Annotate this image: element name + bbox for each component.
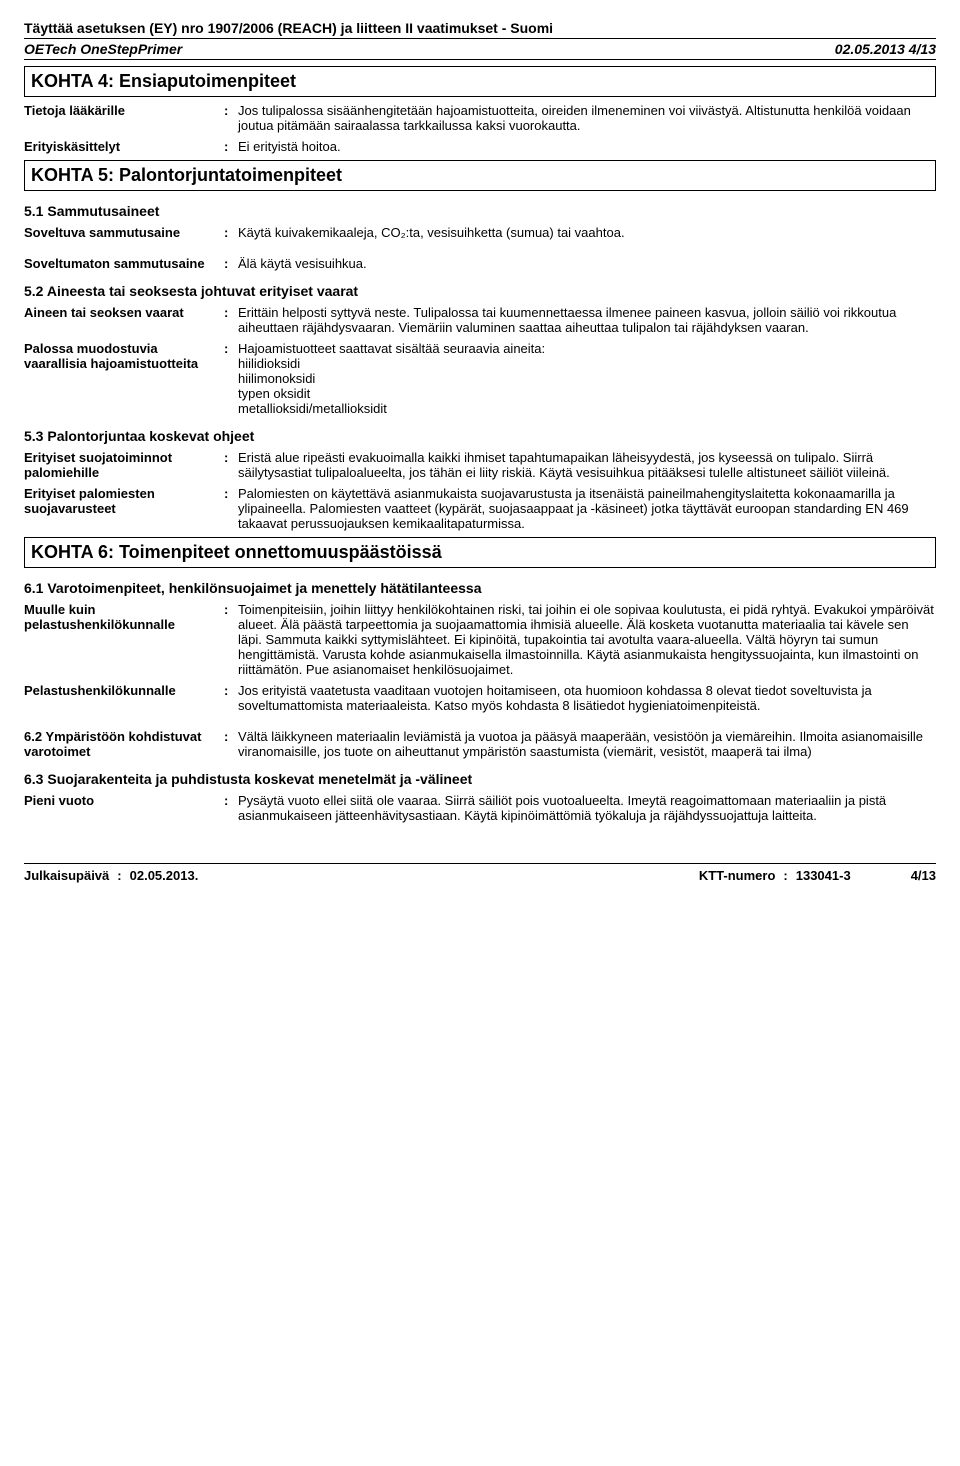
- s63-value-0: Pysäytä vuoto ellei siitä ole vaaraa. Si…: [238, 793, 936, 823]
- s53-value-0: Eristä alue ripeästi evakuoimalla kaikki…: [238, 450, 936, 480]
- sub63: 6.3 Suojarakenteita ja puhdistusta koske…: [24, 771, 936, 787]
- sub53: 5.3 Palontorjuntaa koskevat ohjeet: [24, 428, 936, 444]
- section6-title: KOHTA 6: Toimenpiteet onnettomuuspäästöi…: [24, 537, 936, 568]
- colon: :: [117, 868, 121, 883]
- footer-ktt-label: KTT-numero: [699, 868, 776, 883]
- colon: :: [224, 450, 238, 480]
- section4-title: KOHTA 4: Ensiaputoimenpiteet: [24, 66, 936, 97]
- footer-page: 4/13: [911, 868, 936, 883]
- s51-label-0: Soveltuva sammutusaine: [24, 225, 224, 240]
- colon: :: [224, 225, 238, 240]
- s52-value-1: Hajoamistuotteet saattavat sisältää seur…: [238, 341, 936, 416]
- sub62-value: Vältä läikkyneen materiaalin leviämistä …: [238, 729, 936, 759]
- s53-label-0: Erityiset suojatoiminnot palomiehille: [24, 450, 224, 480]
- s61-value-0: Toimenpiteisiin, joihin liittyy henkilök…: [238, 602, 936, 677]
- sub62-label: 6.2 Ympäristöön kohdistuvat varotoimet: [24, 729, 224, 759]
- colon: :: [224, 256, 238, 271]
- s52-label-1: Palossa muodostuvia vaarallisia hajoamis…: [24, 341, 224, 416]
- s4-label-1: Erityiskäsittelyt: [24, 139, 224, 154]
- header-date-page: 02.05.2013 4/13: [835, 41, 936, 57]
- footer-pub-label: Julkaisupäivä: [24, 868, 109, 883]
- s63-label-0: Pieni vuoto: [24, 793, 224, 823]
- s53-label-1: Erityiset palomiesten suojavarusteet: [24, 486, 224, 531]
- colon: :: [224, 729, 238, 759]
- s51-value-1: Älä käytä vesisuihkua.: [238, 256, 936, 271]
- s51-label-1: Soveltumaton sammutusaine: [24, 256, 224, 271]
- s4-label-0: Tietoja lääkärille: [24, 103, 224, 133]
- colon: :: [224, 139, 238, 154]
- sub51: 5.1 Sammutusaineet: [24, 203, 936, 219]
- product-name: OETech OneStepPrimer: [24, 41, 182, 57]
- colon: :: [224, 683, 238, 713]
- footer-ktt-value: 133041-3: [796, 868, 851, 883]
- colon: :: [224, 103, 238, 133]
- s52-value-0: Erittäin helposti syttyvä neste. Tulipal…: [238, 305, 936, 335]
- s4-value-0: Jos tulipalossa sisäänhengitetään hajoam…: [238, 103, 936, 133]
- footer-pub-value: 02.05.2013.: [130, 868, 199, 883]
- s61-value-1: Jos erityistä vaatetusta vaaditaan vuoto…: [238, 683, 936, 713]
- colon: :: [224, 486, 238, 531]
- sub52: 5.2 Aineesta tai seoksesta johtuvat erit…: [24, 283, 936, 299]
- colon: :: [224, 341, 238, 416]
- colon: :: [783, 868, 787, 883]
- colon: :: [224, 305, 238, 335]
- section5-title: KOHTA 5: Palontorjuntatoimenpiteet: [24, 160, 936, 191]
- colon: :: [224, 602, 238, 677]
- s61-label-1: Pelastushenkilökunnalle: [24, 683, 224, 713]
- regulation-text: Täyttää asetuksen (EY) nro 1907/2006 (RE…: [24, 20, 936, 39]
- s61-label-0: Muulle kuin pelastushenkilökunnalle: [24, 602, 224, 677]
- sub61: 6.1 Varotoimenpiteet, henkilönsuojaimet …: [24, 580, 936, 596]
- s53-value-1: Palomiesten on käytettävä asianmukaista …: [238, 486, 936, 531]
- s52-label-0: Aineen tai seoksen vaarat: [24, 305, 224, 335]
- s4-value-1: Ei erityistä hoitoa.: [238, 139, 936, 154]
- colon: :: [224, 793, 238, 823]
- s51-value-0: Käytä kuivakemikaaleja, CO₂:ta, vesisuih…: [238, 225, 936, 240]
